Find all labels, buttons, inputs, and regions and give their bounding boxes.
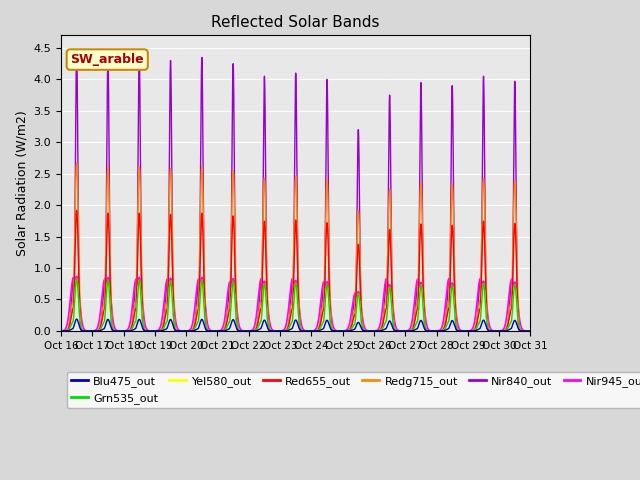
Grn535_out	[57, 328, 65, 334]
Nir945_out	[370, 328, 378, 334]
Nir945_out	[233, 306, 241, 312]
Redg715_out	[527, 328, 534, 334]
Blu475_out	[73, 316, 81, 322]
Line: Red655_out: Red655_out	[61, 211, 531, 331]
Nir945_out	[153, 328, 161, 334]
Legend: Blu475_out, Grn535_out, Yel580_out, Red655_out, Redg715_out, Nir840_out, Nir945_: Blu475_out, Grn535_out, Yel580_out, Red6…	[67, 372, 640, 408]
Line: Nir840_out: Nir840_out	[61, 51, 531, 331]
Grn535_out	[153, 328, 161, 334]
Line: Blu475_out: Blu475_out	[61, 319, 531, 331]
Nir945_out	[427, 328, 435, 334]
Grn535_out	[157, 327, 165, 333]
Nir840_out	[153, 328, 161, 334]
Nir840_out	[525, 328, 532, 334]
Blu475_out	[525, 328, 532, 334]
Nir840_out	[157, 328, 165, 334]
Title: Reflected Solar Bands: Reflected Solar Bands	[211, 15, 380, 30]
Yel580_out	[525, 328, 532, 334]
Blu475_out	[157, 328, 165, 334]
Y-axis label: Solar Radiation (W/m2): Solar Radiation (W/m2)	[15, 110, 28, 256]
Grn535_out	[73, 276, 81, 282]
Nir945_out	[73, 274, 81, 279]
Yel580_out	[57, 328, 65, 334]
Yel580_out	[157, 327, 165, 333]
Red655_out	[157, 327, 165, 333]
Nir840_out	[527, 328, 534, 334]
Blu475_out	[233, 326, 241, 332]
Line: Nir945_out: Nir945_out	[61, 276, 531, 331]
Red655_out	[73, 208, 81, 214]
Blu475_out	[427, 328, 435, 334]
Grn535_out	[233, 321, 241, 326]
Yel580_out	[427, 328, 435, 334]
Blu475_out	[527, 328, 534, 334]
Redg715_out	[370, 328, 378, 334]
Nir840_out	[427, 328, 435, 334]
Text: SW_arable: SW_arable	[70, 53, 144, 66]
Red655_out	[370, 328, 378, 334]
Yel580_out	[153, 328, 161, 334]
Grn535_out	[525, 328, 532, 334]
Yel580_out	[73, 276, 81, 282]
Blu475_out	[360, 328, 368, 334]
Yel580_out	[370, 328, 378, 334]
Red655_out	[527, 328, 534, 334]
Nir840_out	[73, 48, 81, 54]
Blu475_out	[370, 328, 378, 334]
Red655_out	[427, 328, 435, 334]
Grn535_out	[427, 328, 435, 334]
Yel580_out	[233, 321, 241, 326]
Redg715_out	[427, 328, 435, 334]
Redg715_out	[157, 326, 165, 332]
Redg715_out	[153, 328, 161, 334]
Line: Grn535_out: Grn535_out	[61, 279, 531, 331]
Nir840_out	[57, 328, 65, 334]
Nir840_out	[370, 328, 378, 334]
Redg715_out	[525, 328, 532, 334]
Red655_out	[57, 328, 65, 334]
Nir945_out	[525, 328, 532, 334]
Nir840_out	[360, 328, 368, 334]
Line: Yel580_out: Yel580_out	[61, 279, 531, 331]
Red655_out	[360, 327, 368, 333]
Red655_out	[233, 316, 241, 322]
Line: Redg715_out: Redg715_out	[61, 163, 531, 331]
Redg715_out	[233, 307, 241, 313]
Blu475_out	[57, 328, 65, 334]
Yel580_out	[360, 327, 368, 333]
Grn535_out	[527, 328, 534, 334]
Nir945_out	[360, 323, 368, 328]
Blu475_out	[153, 328, 161, 334]
Red655_out	[153, 328, 161, 334]
Nir945_out	[527, 328, 534, 334]
Red655_out	[525, 328, 532, 334]
Yel580_out	[527, 328, 534, 334]
Redg715_out	[73, 160, 81, 166]
Nir840_out	[233, 324, 241, 330]
Nir945_out	[157, 319, 165, 325]
Nir945_out	[57, 328, 65, 334]
Grn535_out	[360, 327, 368, 333]
Redg715_out	[57, 328, 65, 334]
Redg715_out	[360, 327, 368, 333]
Grn535_out	[370, 328, 378, 334]
